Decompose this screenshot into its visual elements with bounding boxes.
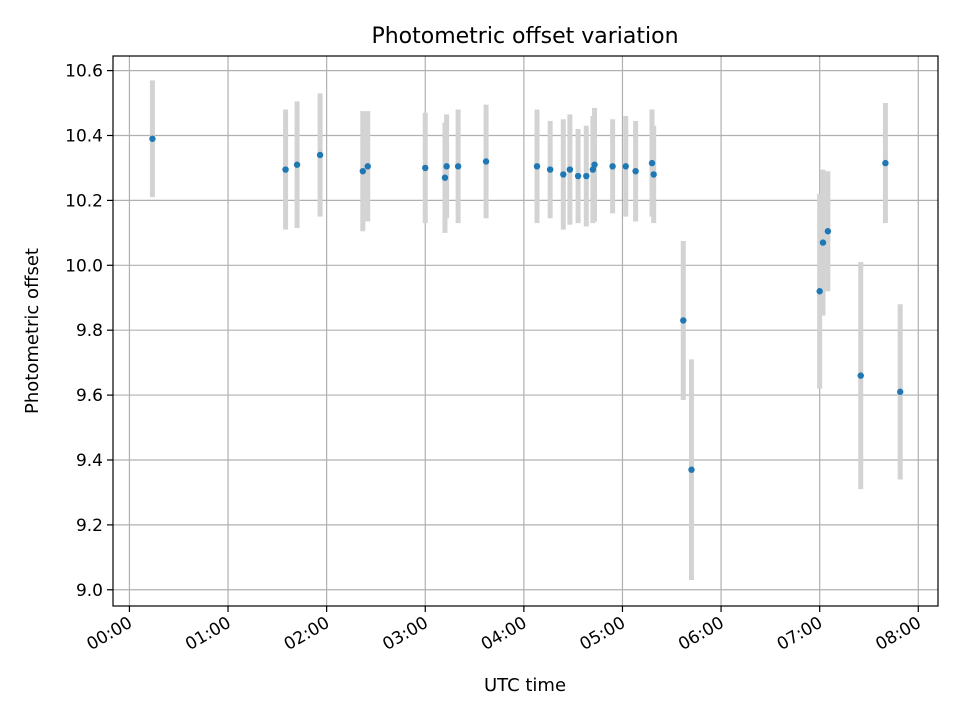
y-tick-label: 9.2 xyxy=(76,516,103,536)
data-point xyxy=(857,372,864,379)
y-axis: 9.0 9.2 9.4 9.6 9.8 10.0 10.2 10.4 10.6 xyxy=(65,62,113,601)
data-point xyxy=(422,164,429,172)
y-axis-label: Photometric offset xyxy=(22,248,43,414)
data-point xyxy=(443,163,450,170)
data-point xyxy=(591,161,598,168)
data-point xyxy=(560,171,567,178)
data-point xyxy=(574,172,582,180)
data-point xyxy=(583,172,590,180)
data-point xyxy=(648,159,656,167)
y-tick-label: 10.0 xyxy=(65,256,103,276)
data-point xyxy=(359,167,367,175)
data-point xyxy=(566,166,574,173)
data-point xyxy=(316,151,324,159)
data-point xyxy=(533,163,541,170)
data-point xyxy=(293,161,301,168)
data-point xyxy=(364,163,371,170)
grid xyxy=(113,56,938,606)
data-point xyxy=(680,317,687,324)
data-point xyxy=(441,174,449,181)
y-tick-label: 10.2 xyxy=(65,191,103,211)
data-point xyxy=(882,159,889,167)
data-point xyxy=(816,288,823,295)
data-point xyxy=(454,163,462,170)
y-tick-label: 10.6 xyxy=(65,62,103,82)
y-tick-label: 10.4 xyxy=(65,126,103,146)
y-tick-label: 9.4 xyxy=(76,451,103,471)
y-tick-label: 9.6 xyxy=(76,386,103,406)
data-point xyxy=(824,228,832,235)
data-point xyxy=(819,239,827,246)
data-point xyxy=(897,388,904,396)
data-point xyxy=(482,158,490,165)
chart-title: Photometric offset variation xyxy=(371,24,678,49)
y-tick-label: 9.8 xyxy=(76,321,103,341)
data-point xyxy=(282,166,289,173)
data-point xyxy=(622,163,629,170)
data-point xyxy=(688,466,695,473)
data-point xyxy=(650,171,657,178)
plot-frame xyxy=(112,55,939,607)
x-axis-label: UTC time xyxy=(484,675,566,696)
data-point xyxy=(632,167,639,175)
data-point xyxy=(609,163,616,170)
data-point xyxy=(149,135,156,142)
y-tick-label: 9.0 xyxy=(76,581,103,601)
data-point xyxy=(589,166,597,173)
data-point xyxy=(546,166,554,173)
data-points xyxy=(149,135,904,473)
